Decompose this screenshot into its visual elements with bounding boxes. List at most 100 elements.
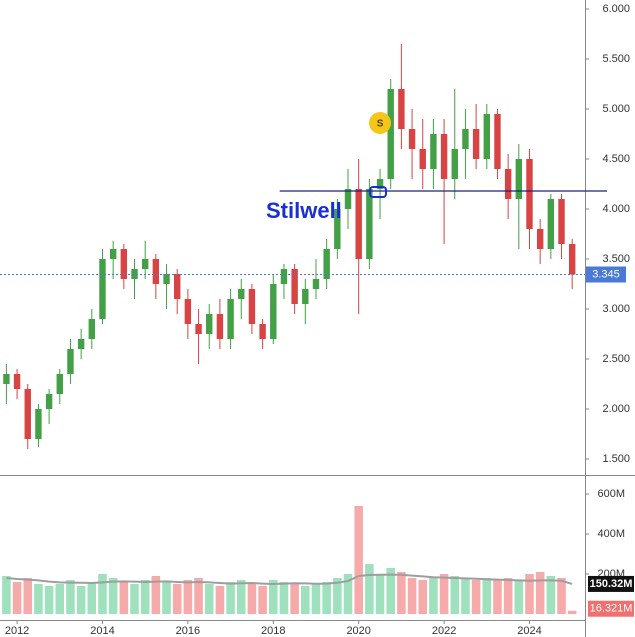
candle-body	[355, 189, 362, 259]
volume-bar	[183, 580, 193, 614]
candle-body	[270, 284, 277, 339]
volume-bar	[258, 586, 267, 614]
volume-bar	[407, 578, 417, 614]
y-tick-label: 2.500	[602, 353, 630, 365]
candle-body	[558, 199, 565, 244]
volume-bar	[269, 580, 278, 614]
candle-body	[141, 259, 149, 269]
volume-bar	[482, 578, 492, 614]
volume-bar	[567, 610, 577, 614]
volume-bar	[450, 576, 460, 614]
candle-body	[238, 289, 245, 299]
candle-body	[206, 314, 213, 334]
y-tick-label: 2.000	[602, 403, 630, 415]
volume-bar	[333, 578, 342, 614]
candle-body	[462, 129, 469, 149]
candle-body	[547, 199, 555, 249]
candle-body	[227, 299, 234, 339]
volume-bar	[23, 578, 33, 614]
volume-bar	[386, 568, 395, 614]
candle-body	[430, 134, 437, 169]
candle-body	[419, 149, 426, 169]
volume-bar	[397, 572, 406, 614]
last-price-box	[586, 266, 626, 283]
volume-bar	[236, 580, 246, 614]
volume-bar	[322, 582, 331, 614]
candle-body	[120, 249, 128, 279]
candle-body	[184, 299, 192, 324]
y-tick-label: 3.000	[602, 303, 630, 315]
candle-body	[35, 409, 42, 439]
volume-bar	[98, 574, 107, 614]
volume-bar	[493, 580, 502, 614]
candle-body	[515, 159, 523, 199]
candle-body	[45, 394, 53, 409]
volume-bar	[87, 582, 97, 614]
candle-body	[344, 189, 352, 209]
candle-body	[24, 389, 31, 439]
y-tick-label: 3.500	[602, 253, 630, 265]
candle-body	[408, 129, 416, 149]
volume-bar	[343, 574, 353, 614]
volume-bar	[55, 584, 65, 614]
y-tick-label: 6.000	[602, 3, 630, 15]
candle-body	[13, 374, 21, 389]
volume-bar	[108, 578, 118, 614]
volume-ma-line	[6, 573, 573, 586]
x-tick-label: 2012	[5, 625, 29, 637]
volume-bar	[418, 580, 428, 614]
candle-body	[280, 269, 288, 284]
candle-body	[483, 114, 490, 159]
candle-body	[67, 349, 74, 374]
candle-body	[312, 279, 320, 289]
ma-last-box	[588, 575, 634, 592]
volume-bar	[461, 578, 470, 614]
volume-bar	[514, 580, 524, 614]
ma-last-label: 150.32M	[590, 578, 633, 590]
volume-bar	[44, 586, 54, 614]
volume-bar	[365, 564, 374, 614]
volume-bar	[2, 576, 11, 614]
volume-bar	[301, 586, 310, 614]
candle-body	[504, 169, 512, 199]
last-price-label: 3.345	[592, 268, 620, 280]
event-marker-label: S	[377, 119, 384, 130]
event-marker	[369, 112, 392, 134]
volume-bar	[119, 582, 129, 614]
annotation-text: Stilwell	[266, 198, 342, 223]
volume-bar	[354, 506, 363, 614]
candle-body	[387, 89, 394, 179]
x-tick-label: 2020	[346, 625, 370, 637]
volume-bar	[439, 574, 449, 614]
candle-body	[195, 324, 202, 334]
y-tick-label: 600M	[597, 488, 625, 500]
y-tick-label: 4.500	[602, 153, 630, 165]
candle-body	[494, 114, 501, 169]
annotation-box	[369, 186, 387, 198]
volume-bar	[204, 584, 214, 614]
candle-body	[398, 89, 405, 129]
volume-bar	[12, 582, 22, 614]
x-tick-label: 2014	[90, 625, 114, 637]
candle-body	[472, 129, 480, 159]
y-tick-label: 1.500	[602, 453, 630, 465]
volume-bar	[151, 576, 161, 614]
volume-bar	[535, 572, 545, 614]
candle-body	[302, 289, 309, 304]
y-tick-label: 5.000	[602, 103, 630, 115]
volume-bar	[471, 580, 481, 614]
x-tick-label: 2022	[432, 625, 456, 637]
candle-body	[366, 189, 373, 259]
candle-body	[291, 269, 298, 304]
volume-bar	[76, 586, 86, 614]
volume-bar	[503, 578, 513, 614]
volume-bar	[429, 578, 438, 614]
volume-bar	[140, 580, 150, 614]
volume-bar	[375, 574, 385, 614]
candle-body	[259, 324, 266, 339]
candle-body	[152, 259, 160, 284]
volume-bar	[226, 582, 235, 614]
volume-bar	[247, 584, 257, 614]
x-tick-label: 2016	[176, 625, 200, 637]
